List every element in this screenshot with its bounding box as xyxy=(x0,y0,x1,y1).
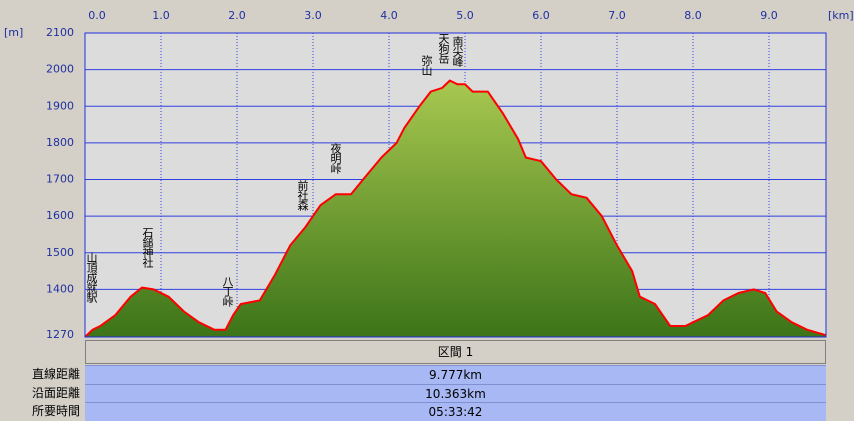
row-value: 05:33:42 xyxy=(85,402,826,421)
x-tick-label: 5.0 xyxy=(456,9,474,22)
row-value: 9.777km xyxy=(85,365,826,384)
chart: [m] [km] 1270 1400 1500 1600 1700 1800 1900 200… xyxy=(4,9,854,340)
y-tick-label: 1500 xyxy=(46,246,74,259)
row-label: 沿面距離 xyxy=(31,385,80,400)
y-tick-label: 1800 xyxy=(46,136,74,149)
x-tick-label: 2.0 xyxy=(228,9,246,22)
y-tick-label: 2000 xyxy=(46,63,74,76)
x-tick-label: 3.0 xyxy=(304,9,322,22)
annotation: 八丁峠 xyxy=(221,276,234,306)
y-unit: [m] xyxy=(4,26,23,39)
row-value: 10.363km xyxy=(85,383,826,403)
x-tick-label: 1.0 xyxy=(152,9,170,22)
x-tick-label: 9.0 xyxy=(760,9,778,22)
x-tick-label: 8.0 xyxy=(684,9,702,22)
x-tick-label: 6.0 xyxy=(532,9,550,22)
annotation: 夜明峠 xyxy=(329,143,342,173)
annotation: 石鎚神社 xyxy=(141,227,154,267)
annotation: 天狗岳 xyxy=(437,33,450,63)
row-label: 直線距離 xyxy=(31,367,80,381)
annotation: 山頂成就駅 xyxy=(85,252,98,302)
y-tick-label: 2100 xyxy=(46,26,74,39)
x-tick-label: 7.0 xyxy=(608,9,626,22)
y-tick-label: 1700 xyxy=(46,173,74,186)
section-header: 区間 1 xyxy=(85,340,826,364)
annotation: 弥山 xyxy=(420,55,433,75)
line xyxy=(84,79,827,338)
y-tick-label: 1600 xyxy=(46,209,74,222)
y-tick-label: 1270 xyxy=(46,328,74,340)
row-label: 所要時間 xyxy=(31,404,80,418)
y-tick-label: 1400 xyxy=(46,282,74,295)
annotation: 前社森 xyxy=(296,180,309,210)
annotation: 南尖峰 xyxy=(451,36,464,66)
plot-border xyxy=(84,32,827,338)
y-tick-label: 1900 xyxy=(46,99,74,112)
area xyxy=(85,80,826,337)
x-tick-label: 0.0 xyxy=(88,9,106,22)
x-unit: [km] xyxy=(828,9,854,22)
x-tick-label: 4.0 xyxy=(380,9,398,22)
